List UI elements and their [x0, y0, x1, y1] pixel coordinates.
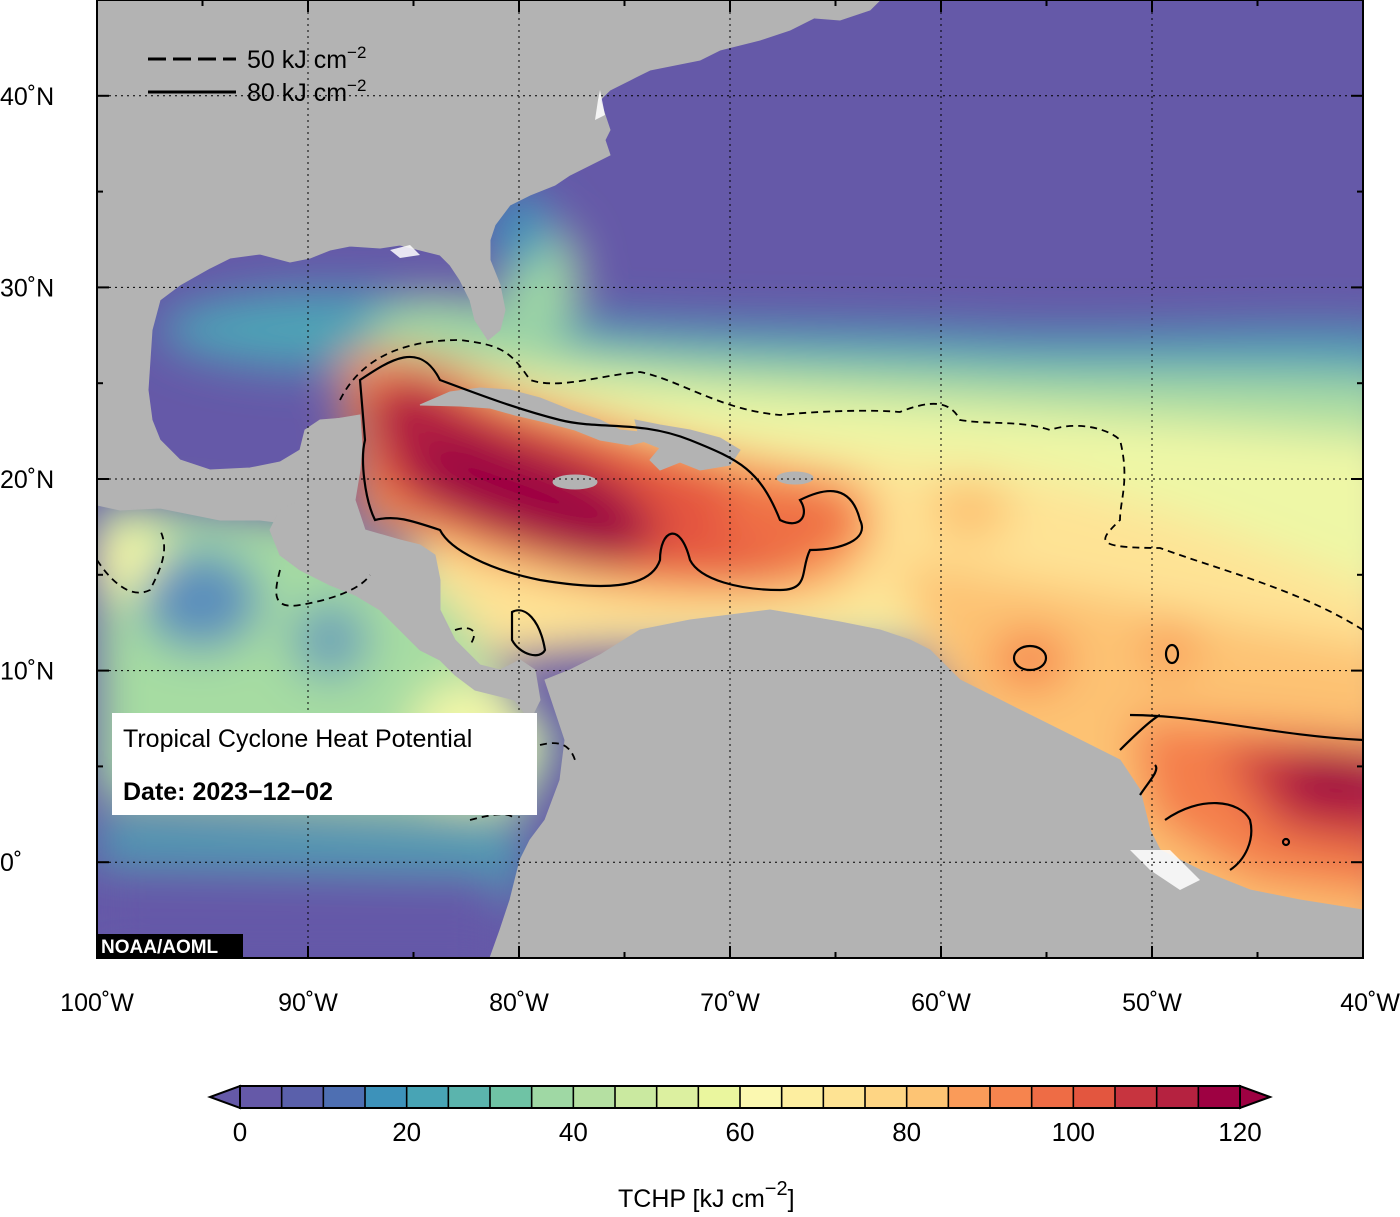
colorbar-label-2: 40 — [559, 1117, 588, 1147]
contour-80-caribbean — [358, 355, 863, 592]
colorbar-cell — [740, 1086, 783, 1108]
nova-scotia — [809, 0, 881, 21]
credit-bg — [97, 934, 243, 958]
colorbar-cell — [1198, 1086, 1241, 1108]
lon-label-1: 90˚W — [278, 989, 338, 1017]
equatorial-core — [1280, 750, 1363, 810]
lat-label-4: 0˚ — [0, 849, 22, 877]
hispaniola — [634, 419, 741, 471]
colorbar-cell — [1156, 1086, 1199, 1108]
amazon-delta — [1130, 850, 1200, 890]
credit: NOAA/AOML — [97, 934, 243, 958]
colorbar-cell — [656, 1086, 699, 1108]
pacific-blue-b — [290, 600, 370, 680]
colorbar-cell — [615, 1086, 658, 1108]
south-america — [489, 609, 1363, 958]
info-box-bg — [112, 713, 537, 815]
pacific-blue-a — [140, 550, 260, 650]
contour-50-main — [339, 339, 1363, 631]
colorbar-cell — [1031, 1086, 1074, 1108]
lat-label-0: 40˚N — [0, 83, 54, 111]
colorbar-cell — [240, 1086, 283, 1108]
atlantic-spot-60w — [930, 480, 1010, 540]
info-box: Tropical Cyclone Heat Potential Date: 20… — [112, 713, 537, 815]
contours — [358, 355, 1363, 871]
contour-legend: 50 kJ cm−2 80 kJ cm−2 — [148, 43, 366, 107]
colorbar-cell — [490, 1086, 533, 1108]
contour-50-pacific — [97, 529, 475, 646]
contour-80-56w — [1012, 644, 1048, 672]
colorbar-cell — [1115, 1086, 1158, 1108]
credit-label: NOAA/AOML — [101, 937, 219, 958]
longitude-labels: 100˚W 90˚W 80˚W 70˚W 60˚W 50˚W 40˚W — [60, 989, 1400, 1017]
colorbar: 0 20 40 60 80 100 120 TCHP [kJ cm−2] — [207, 1084, 1273, 1213]
lake-pontchartrain — [390, 245, 420, 258]
jamaica — [552, 474, 598, 490]
lat-label-3: 10˚N — [0, 658, 54, 686]
info-box-date: Date: 2023−12−02 — [123, 778, 333, 806]
lon-label-0: 100˚W — [60, 989, 134, 1017]
atlantic-spot-56w — [990, 630, 1070, 690]
colorbar-label-5: 100 — [1052, 1117, 1095, 1147]
contour-80-49w — [1164, 643, 1180, 665]
legend-label-50: 50 kJ cm−2 — [247, 43, 366, 74]
colorbar-label-1: 20 — [392, 1117, 421, 1147]
colorbar-label-4: 80 — [892, 1117, 921, 1147]
coastal-lakes — [390, 90, 1200, 890]
lat-label-1: 30˚N — [0, 274, 54, 302]
land-masses — [97, 0, 1363, 958]
legend-label-80: 80 kJ cm−2 — [247, 76, 366, 107]
colorbar-cell — [1073, 1086, 1116, 1108]
colorbar-cell — [906, 1086, 949, 1108]
colorbar-cell — [406, 1086, 449, 1108]
colorbar-cell — [281, 1086, 324, 1108]
contour-80-42w — [1281, 837, 1291, 847]
lon-label-2: 80˚W — [489, 989, 549, 1017]
colorbar-cell — [948, 1086, 991, 1108]
puerto-rico — [776, 471, 814, 485]
colorbar-label-0: 0 — [233, 1117, 247, 1147]
colorbar-cell — [865, 1086, 908, 1108]
contour-80-panama — [510, 609, 547, 657]
colorbar-ticks — [239, 1086, 1241, 1108]
atlantic-spot-49w — [1145, 625, 1195, 675]
colorbar-cell — [365, 1086, 408, 1108]
chesapeake-bay — [595, 90, 605, 120]
colorbar-max-extension — [1239, 1084, 1273, 1110]
map-panel — [97, 0, 1363, 958]
colorbar-label-6: 120 — [1218, 1117, 1261, 1147]
colorbar-cell — [323, 1086, 366, 1108]
central-america — [269, 414, 541, 721]
lon-label-4: 60˚W — [911, 989, 971, 1017]
colorbar-cell — [781, 1086, 824, 1108]
lat-label-2: 20˚N — [0, 466, 54, 494]
colorbar-cell — [823, 1086, 866, 1108]
colorbar-min-extension — [207, 1084, 241, 1110]
colorbar-cell — [448, 1086, 491, 1108]
contour-80-equatorial — [1119, 713, 1363, 871]
colorbar-cell — [698, 1086, 741, 1108]
caribbean-east-orange — [720, 480, 860, 560]
latitude-labels: 40˚N 30˚N 20˚N 10˚N 0˚ — [0, 83, 54, 877]
info-box-title: Tropical Cyclone Heat Potential — [123, 725, 472, 753]
caribbean-core-west — [365, 380, 455, 460]
lon-label-3: 70˚W — [700, 989, 760, 1017]
colorbar-cell — [990, 1086, 1033, 1108]
colorbar-cell — [573, 1086, 616, 1108]
se-pacific-cold — [97, 860, 500, 958]
colorbar-tick-labels: 0 20 40 60 80 100 120 — [233, 1117, 1262, 1147]
colorbar-title: TCHP [kJ cm−2] — [618, 1178, 795, 1213]
colorbar-label-3: 60 — [726, 1117, 755, 1147]
colorbar-cell — [531, 1086, 574, 1108]
lon-label-6: 40˚W — [1340, 989, 1400, 1017]
lon-label-5: 50˚W — [1122, 989, 1182, 1017]
